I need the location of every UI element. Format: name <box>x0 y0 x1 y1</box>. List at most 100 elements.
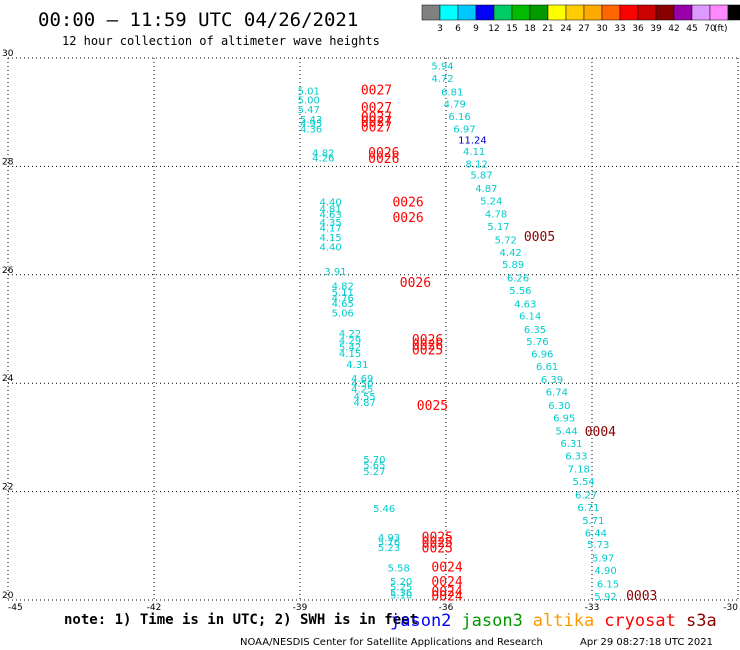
orbit-number-label: 0005 <box>524 230 555 245</box>
wave-height-label: 5.43 <box>300 115 322 126</box>
wave-height-label: 6.33 <box>565 451 587 462</box>
wave-height-label: 5.06 <box>332 309 354 320</box>
footer-timestamp: Apr 29 08:27:18 UTC 2021 <box>580 637 713 648</box>
orbit-number-label: 0024 <box>431 560 462 575</box>
scale-swatch <box>493 4 513 21</box>
wave-height-label: 5.94 <box>431 62 453 73</box>
chart-subtitle: 12 hour collection of altimeter wave hei… <box>62 34 380 48</box>
wave-height-label: 4.29 <box>339 336 361 347</box>
wave-height-label: 4.76 <box>332 294 354 305</box>
scale-level-label: 42 <box>668 24 679 34</box>
wave-height-label: 6.61 <box>536 362 558 373</box>
wave-height-label: 5.42 <box>339 342 361 353</box>
wave-height-label: 4.95 <box>300 119 322 130</box>
wave-height-label: 5.71 <box>582 516 604 527</box>
orbit-number-label: 0026 <box>368 152 399 167</box>
wave-height-label: 4.69 <box>351 374 373 385</box>
wave-height-label: 5.72 <box>495 236 517 247</box>
wave-height-label: 4.31 <box>346 360 368 371</box>
orbit-number-label: 0003 <box>626 589 657 604</box>
wave-height-label: 5.76 <box>526 337 548 348</box>
wave-height-label: 5.54 <box>573 477 595 488</box>
x-tick-label: -30 <box>723 603 738 613</box>
y-tick-label: 24 <box>2 374 14 384</box>
wave-height-label: 4.11 <box>463 147 485 158</box>
wave-height-label: 4.55 <box>354 392 376 403</box>
scale-swatch <box>457 4 477 21</box>
scale-level-label: 39 <box>650 24 662 34</box>
wave-height-label: 6.74 <box>546 387 568 398</box>
wave-height-label: 5.24 <box>480 197 502 208</box>
scale-swatch <box>709 4 729 21</box>
scale-swatch <box>439 4 459 21</box>
wave-height-label: 4.87 <box>475 184 497 195</box>
wave-height-label: 5.27 <box>363 467 385 478</box>
wave-height-label: 4.40 <box>319 243 341 254</box>
satellite-legend: jason2 jason3 altika cryosat s3a <box>390 611 717 631</box>
scale-swatch <box>565 4 585 21</box>
wave-height-label: 4.50 <box>351 379 373 390</box>
color-scale-bar: 3 6 9 12 15 18 21 24 27 30 33 36 39 42 45 70 <box>421 4 740 34</box>
wave-height-label: 6.35 <box>524 325 546 336</box>
wave-height-label: 5.65 <box>363 461 385 472</box>
satellite-legend-label: cryosat <box>604 611 676 631</box>
scale-level-label: 21 <box>542 24 553 34</box>
wave-height-label: 4.87 <box>354 398 376 409</box>
wave-height-label: 5.23 <box>378 543 400 554</box>
scale-swatch <box>511 4 531 21</box>
wave-height-label: 4.81 <box>319 205 341 216</box>
orbit-number-label: 0025 <box>422 542 453 557</box>
scale-swatch <box>691 4 711 21</box>
y-tick-label: 26 <box>2 266 14 276</box>
scale-swatch <box>601 4 621 21</box>
y-tick-label: 20 <box>2 591 14 601</box>
scale-swatch <box>421 4 441 21</box>
wave-height-label: 4.42 <box>500 248 522 259</box>
wave-height-label: 5.87 <box>470 171 492 182</box>
orbit-number-label: 0025 <box>417 399 448 414</box>
orbit-number-label: 0025 <box>422 536 453 551</box>
chart-title: 00:00 — 11:59 UTC 04/26/2021 <box>38 9 358 31</box>
plot-grid <box>7 57 739 601</box>
orbit-number-label: 0027 <box>361 84 392 99</box>
y-tick-label: 30 <box>2 49 14 59</box>
footer-credit: NOAA/NESDIS Center for Satellite Applica… <box>240 637 543 648</box>
wave-height-label: 4.78 <box>485 210 507 221</box>
scale-swatch <box>637 4 657 21</box>
scale-level-label: 18 <box>524 24 536 34</box>
orbit-number-label: 0026 <box>392 196 423 211</box>
scale-level-label: 30 <box>596 24 608 34</box>
wave-height-label: 4.35 <box>319 218 341 229</box>
wave-height-label: 4.93 <box>378 533 400 544</box>
wave-height-label: 5.20 <box>390 577 412 588</box>
wave-height-label: 6.14 <box>519 311 541 322</box>
wave-height-label: 5.89 <box>502 260 524 271</box>
wave-height-label: 5.70 <box>363 455 385 466</box>
axis-tick-labels: -45 -42 -39 -36 -33 -30 20 22 24 26 28 30 <box>2 49 738 613</box>
wave-height-label: 5.92 <box>594 592 616 603</box>
wave-height-label: 4.15 <box>339 349 361 360</box>
wave-height-label: 5.17 <box>487 222 509 233</box>
wave-height-label: 5.97 <box>592 554 614 565</box>
orbit-number-label: 0024 <box>431 575 462 590</box>
wave-height-label: 4.63 <box>514 300 536 311</box>
wave-height-label: 5.58 <box>388 563 410 574</box>
x-tick-label: -33 <box>585 603 600 613</box>
wave-height-label: 4.17 <box>319 224 341 235</box>
wave-height-label: 6.15 <box>597 580 619 591</box>
wave-height-label: 6.31 <box>560 439 582 450</box>
orbit-number-label: 0024 <box>431 590 462 605</box>
wave-height-label: 4.82 <box>312 148 334 159</box>
wave-height-label: 4.79 <box>444 100 466 111</box>
orbit-number-label: 0026 <box>392 211 423 226</box>
wave-height-label: 5.25 <box>390 582 412 593</box>
wave-height-label: 3.91 <box>324 267 346 278</box>
scale-level-label: 3 <box>437 24 443 34</box>
x-tick-label: -36 <box>439 603 454 613</box>
wave-height-label: 4.90 <box>594 566 616 577</box>
wave-height-label: 6.39 <box>541 375 563 386</box>
scale-level-label: 27 <box>578 24 589 34</box>
wave-height-label: 4.15 <box>319 233 341 244</box>
wave-height-label: 5.36 <box>390 588 412 599</box>
satellite-legend-label: s3a <box>686 611 717 631</box>
